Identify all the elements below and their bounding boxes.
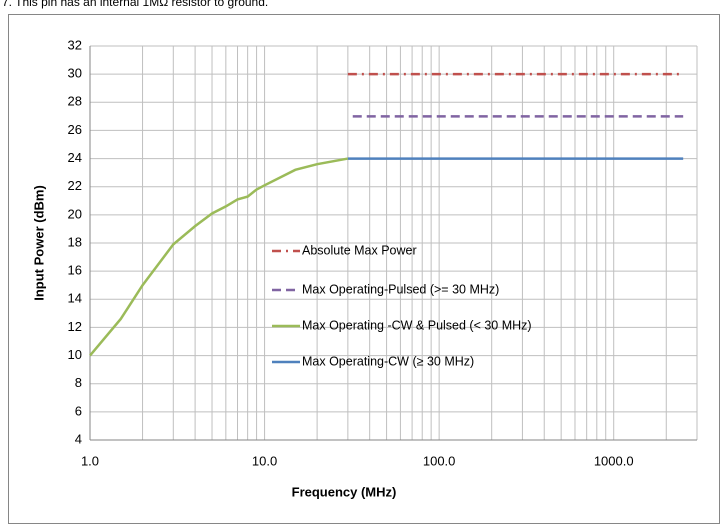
y-tick-label: 10 — [68, 347, 82, 362]
x-axis-title: Frequency (MHz) — [292, 484, 397, 499]
y-tick-label: 26 — [68, 122, 82, 137]
y-tick-label: 22 — [68, 178, 82, 193]
x-tick-label: 10.0 — [252, 453, 277, 468]
y-tick-label: 20 — [68, 206, 82, 221]
x-tick-label: 1.0 — [81, 453, 99, 468]
y-tick-label: 14 — [68, 291, 82, 306]
x-tick-label: 100.0 — [423, 453, 456, 468]
note: 7. This pin has an internal 1MΩ resistor… — [2, 0, 268, 9]
x-tick-label: 1000.0 — [594, 453, 634, 468]
y-tick-label: 18 — [68, 234, 82, 249]
y-tick-label: 6 — [75, 403, 82, 418]
legend-label: Absolute Max Power — [302, 243, 417, 257]
y-tick-label: 32 — [68, 37, 82, 52]
y-axis-title: Input Power (dBm) — [31, 185, 46, 301]
legend-label: Max Operating-CW (≥ 30 MHz) — [302, 354, 474, 368]
y-tick-label: 24 — [68, 150, 82, 165]
y-tick-label: 30 — [68, 66, 82, 81]
y-tick-label: 4 — [75, 431, 82, 446]
series-line — [89, 157, 349, 357]
y-tick-label: 28 — [68, 94, 82, 109]
legend-label: Max Operating-Pulsed (>= 30 MHz) — [302, 282, 499, 296]
legend-label: Max Operating -CW & Pulsed (< 30 MHz) — [302, 318, 532, 332]
y-tick-label: 16 — [68, 263, 82, 278]
y-tick-label: 8 — [75, 375, 82, 390]
y-tick-label: 12 — [68, 319, 82, 334]
